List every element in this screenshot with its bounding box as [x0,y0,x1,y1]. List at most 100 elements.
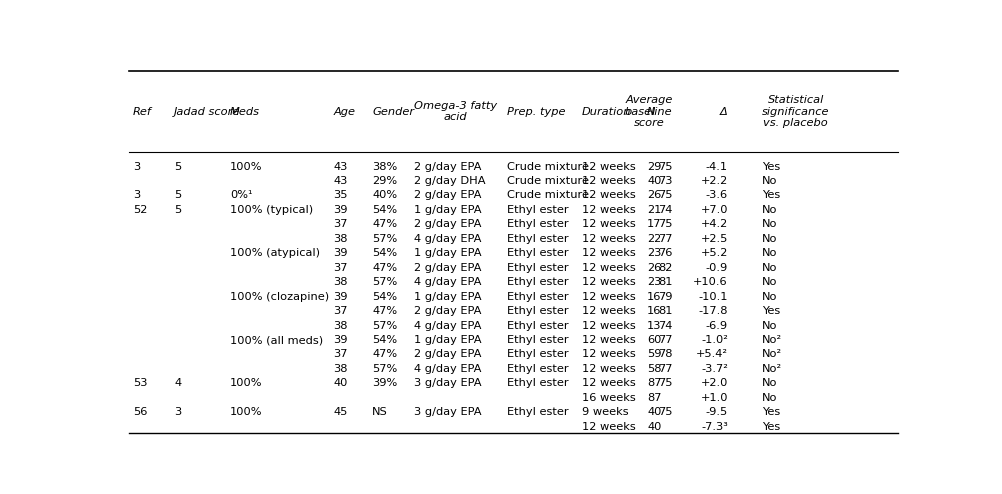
Text: Statistical
significance
vs. placebo: Statistical significance vs. placebo [762,95,830,128]
Text: 39: 39 [334,291,348,302]
Text: 13: 13 [647,321,661,330]
Text: 81: 81 [658,277,672,287]
Text: 57%: 57% [372,277,398,287]
Text: 1 g/day EPA: 1 g/day EPA [414,248,482,258]
Text: 57%: 57% [372,321,398,330]
Text: 12 weeks: 12 weeks [582,306,635,316]
Text: Ethyl ester: Ethyl ester [507,407,569,417]
Text: 2 g/day EPA: 2 g/day EPA [414,306,482,316]
Text: No²: No² [762,349,783,360]
Text: 77: 77 [658,335,672,345]
Text: No: No [762,393,778,403]
Text: 54%: 54% [372,205,398,215]
Text: Ethyl ester: Ethyl ester [507,378,569,388]
Text: 37: 37 [334,306,348,316]
Text: 4 g/day EPA: 4 g/day EPA [414,364,482,374]
Text: 2 g/day DHA: 2 g/day DHA [414,176,486,186]
Text: 2 g/day EPA: 2 g/day EPA [414,162,482,171]
Text: Omega-3 fatty
acid: Omega-3 fatty acid [414,101,497,123]
Text: 75: 75 [658,378,672,388]
Text: 100% (atypical): 100% (atypical) [230,248,320,258]
Text: 12 weeks: 12 weeks [582,191,635,201]
Text: 12 weeks: 12 weeks [582,349,635,360]
Text: 12 weeks: 12 weeks [582,263,635,273]
Text: 74: 74 [658,205,672,215]
Text: No²: No² [762,364,783,374]
Text: 47%: 47% [372,306,398,316]
Text: 2 g/day EPA: 2 g/day EPA [414,219,482,229]
Text: 38: 38 [334,364,348,374]
Text: 39%: 39% [372,378,398,388]
Text: 35: 35 [334,191,348,201]
Text: 38: 38 [334,321,348,330]
Text: No: No [762,176,778,186]
Text: 4: 4 [174,378,181,388]
Text: 4 g/day EPA: 4 g/day EPA [414,234,482,244]
Text: 75: 75 [658,191,672,201]
Text: 37: 37 [334,263,348,273]
Text: +4.2: +4.2 [700,219,727,229]
Text: 87: 87 [647,393,661,403]
Text: Ethyl ester: Ethyl ester [507,291,569,302]
Text: -17.8: -17.8 [698,306,727,316]
Text: No: No [762,277,778,287]
Text: 2 g/day EPA: 2 g/day EPA [414,349,482,360]
Text: 23: 23 [647,277,661,287]
Text: +10.6: +10.6 [693,277,727,287]
Text: 1 g/day EPA: 1 g/day EPA [414,205,482,215]
Text: Δ: Δ [720,107,727,117]
Text: 100% (clozapine): 100% (clozapine) [230,291,330,302]
Text: 74: 74 [658,321,672,330]
Text: 57%: 57% [372,234,398,244]
Text: Yes: Yes [762,191,781,201]
Text: 16: 16 [647,306,661,316]
Text: 81: 81 [658,306,672,316]
Text: +2.5: +2.5 [700,234,727,244]
Text: 79: 79 [658,291,672,302]
Text: Ethyl ester: Ethyl ester [507,306,569,316]
Text: 12 weeks: 12 weeks [582,277,635,287]
Text: 12 weeks: 12 weeks [582,321,635,330]
Text: Ethyl ester: Ethyl ester [507,205,569,215]
Text: 3 g/day EPA: 3 g/day EPA [414,407,482,417]
Text: Yes: Yes [762,422,781,432]
Text: 5: 5 [174,191,181,201]
Text: 54%: 54% [372,291,398,302]
Text: 54%: 54% [372,335,398,345]
Text: 1 g/day EPA: 1 g/day EPA [414,291,482,302]
Text: 12 weeks: 12 weeks [582,291,635,302]
Text: 52: 52 [133,205,147,215]
Text: 75: 75 [658,162,672,171]
Text: 2 g/day EPA: 2 g/day EPA [414,263,482,273]
Text: 100%: 100% [230,378,263,388]
Text: No: No [762,378,778,388]
Text: -9.5: -9.5 [705,407,727,417]
Text: 40%: 40% [372,191,398,201]
Text: 2 g/day EPA: 2 g/day EPA [414,191,482,201]
Text: N: N [647,107,655,117]
Text: 56: 56 [133,407,147,417]
Text: Yes: Yes [762,306,781,316]
Text: Ethyl ester: Ethyl ester [507,335,569,345]
Text: Ethyl ester: Ethyl ester [507,349,569,360]
Text: Average
baseline
score: Average baseline score [625,95,672,128]
Text: 12 weeks: 12 weeks [582,176,635,186]
Text: 12 weeks: 12 weeks [582,162,635,171]
Text: 40: 40 [647,422,661,432]
Text: 12 weeks: 12 weeks [582,378,635,388]
Text: 29%: 29% [372,176,398,186]
Text: 37: 37 [334,219,348,229]
Text: +5.4²: +5.4² [695,349,727,360]
Text: Crude mixture: Crude mixture [507,162,589,171]
Text: 40: 40 [647,176,661,186]
Text: +7.0: +7.0 [700,205,727,215]
Text: Ethyl ester: Ethyl ester [507,277,569,287]
Text: -6.9: -6.9 [705,321,727,330]
Text: Yes: Yes [762,162,781,171]
Text: -4.1: -4.1 [705,162,727,171]
Text: 3: 3 [133,162,140,171]
Text: No: No [762,248,778,258]
Text: 75: 75 [658,407,672,417]
Text: Ethyl ester: Ethyl ester [507,234,569,244]
Text: No: No [762,263,778,273]
